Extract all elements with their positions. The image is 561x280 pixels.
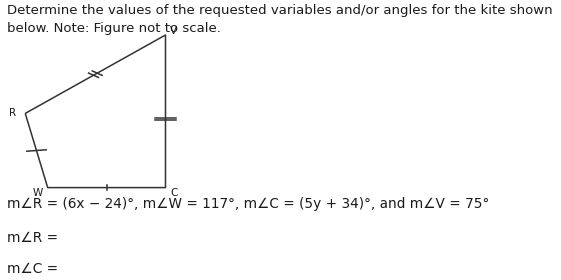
Text: V: V — [171, 26, 177, 36]
Text: m∠C =: m∠C = — [7, 262, 58, 276]
Text: m∠R =: m∠R = — [7, 231, 58, 245]
Text: C: C — [170, 188, 178, 198]
Text: m∠R = (6x − 24)°, m∠W = 117°, m∠C = (5y + 34)°, and m∠V = 75°: m∠R = (6x − 24)°, m∠W = 117°, m∠C = (5y … — [7, 197, 489, 211]
Text: Determine the values of the requested variables and/or angles for the kite shown: Determine the values of the requested va… — [7, 4, 553, 35]
Text: W: W — [33, 188, 43, 198]
Text: R: R — [10, 108, 16, 118]
